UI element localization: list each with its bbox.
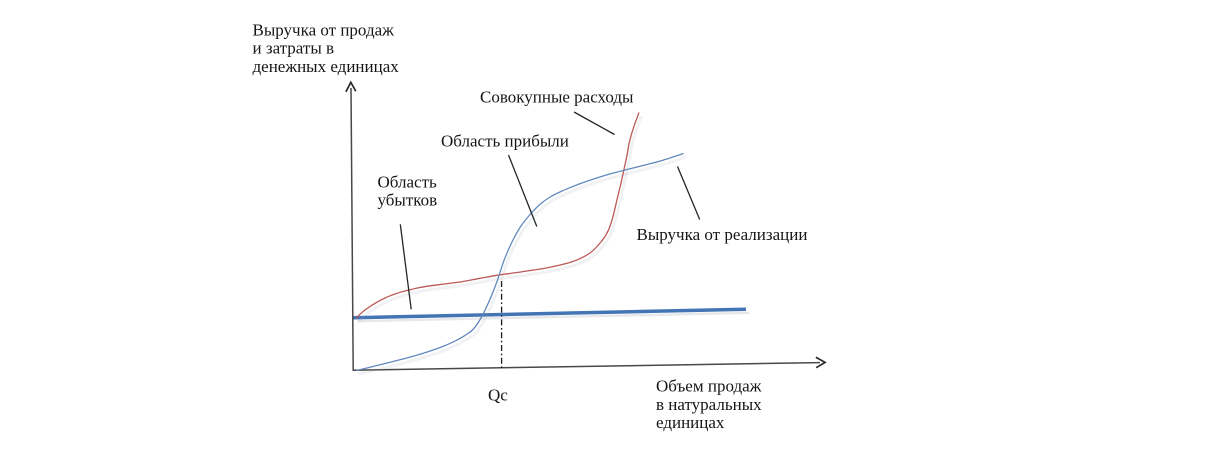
- svg-text:Объем продаж: Объем продаж: [656, 376, 762, 395]
- svg-text:Область: Область: [378, 172, 438, 191]
- svg-text:Выручка от продаж: Выручка от продаж: [253, 20, 395, 39]
- svg-text:Совокупные расходы: Совокупные расходы: [480, 88, 634, 107]
- svg-text:в натуральных: в натуральных: [656, 395, 762, 414]
- svg-text:и затраты в: и затраты в: [253, 39, 335, 58]
- svg-text:Qc: Qc: [488, 385, 508, 404]
- svg-text:Выручка от реализации: Выручка от реализации: [637, 225, 808, 244]
- svg-text:убытков: убытков: [378, 191, 438, 210]
- svg-text:единицах: единицах: [656, 413, 725, 432]
- svg-text:Область прибыли: Область прибыли: [441, 132, 569, 151]
- svg-text:денежных единицах: денежных единицах: [253, 57, 400, 76]
